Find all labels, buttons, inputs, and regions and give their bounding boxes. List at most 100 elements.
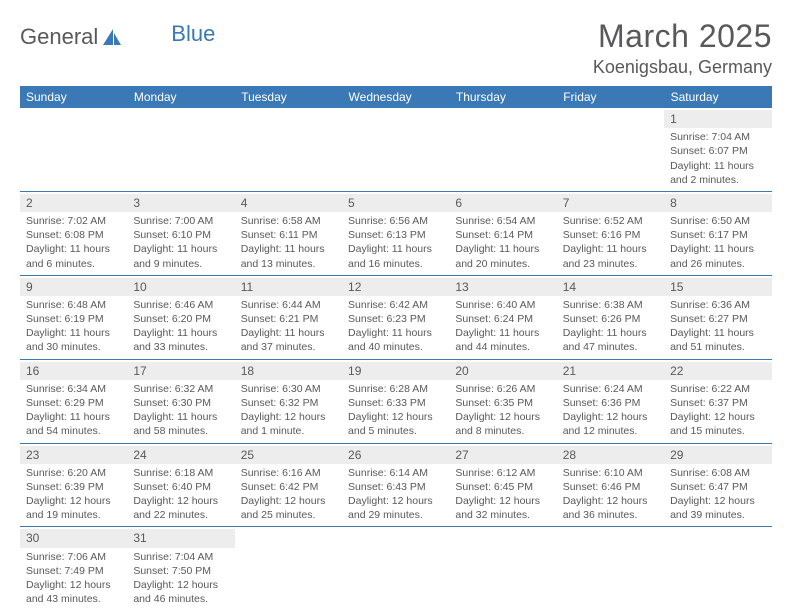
calendar-row: 23Sunrise: 6:20 AMSunset: 6:39 PMDayligh…	[20, 443, 772, 527]
calendar-cell	[20, 108, 127, 191]
calendar-cell: 15Sunrise: 6:36 AMSunset: 6:27 PMDayligh…	[664, 275, 771, 359]
calendar-body: 1Sunrise: 7:04 AMSunset: 6:07 PMDaylight…	[20, 108, 772, 610]
calendar-cell	[557, 527, 664, 610]
calendar-cell: 8Sunrise: 6:50 AMSunset: 6:17 PMDaylight…	[664, 191, 771, 275]
daylight-text: Daylight: 11 hours and 37 minutes.	[241, 326, 336, 354]
calendar-cell: 3Sunrise: 7:00 AMSunset: 6:10 PMDaylight…	[127, 191, 234, 275]
calendar-cell: 29Sunrise: 6:08 AMSunset: 6:47 PMDayligh…	[664, 443, 771, 527]
sunrise-text: Sunrise: 6:46 AM	[133, 298, 228, 312]
day-number: 27	[449, 446, 556, 464]
title-block: March 2025 Koenigsbau, Germany	[593, 18, 772, 78]
sunset-text: Sunset: 6:46 PM	[563, 480, 658, 494]
daylight-text: Daylight: 11 hours and 13 minutes.	[241, 242, 336, 270]
calendar-cell: 30Sunrise: 7:06 AMSunset: 7:49 PMDayligh…	[20, 527, 127, 610]
sunrise-text: Sunrise: 6:18 AM	[133, 466, 228, 480]
sunset-text: Sunset: 6:36 PM	[563, 396, 658, 410]
day-header: Saturday	[664, 86, 771, 108]
day-header: Tuesday	[235, 86, 342, 108]
day-number: 12	[342, 278, 449, 296]
day-header: Sunday	[20, 86, 127, 108]
sunrise-text: Sunrise: 6:30 AM	[241, 382, 336, 396]
calendar-cell: 27Sunrise: 6:12 AMSunset: 6:45 PMDayligh…	[449, 443, 556, 527]
calendar-cell	[557, 108, 664, 191]
calendar-cell: 5Sunrise: 6:56 AMSunset: 6:13 PMDaylight…	[342, 191, 449, 275]
sunrise-text: Sunrise: 6:40 AM	[455, 298, 550, 312]
calendar-cell	[235, 108, 342, 191]
day-number: 28	[557, 446, 664, 464]
day-header: Friday	[557, 86, 664, 108]
sail-icon	[101, 27, 123, 47]
day-number: 18	[235, 362, 342, 380]
sunrise-text: Sunrise: 6:08 AM	[670, 466, 765, 480]
day-number: 15	[664, 278, 771, 296]
sunset-text: Sunset: 6:08 PM	[26, 228, 121, 242]
daylight-text: Daylight: 11 hours and 33 minutes.	[133, 326, 228, 354]
day-number: 17	[127, 362, 234, 380]
day-number: 25	[235, 446, 342, 464]
daylight-text: Daylight: 12 hours and 12 minutes.	[563, 410, 658, 438]
day-number: 13	[449, 278, 556, 296]
sunrise-text: Sunrise: 6:56 AM	[348, 214, 443, 228]
daylight-text: Daylight: 12 hours and 39 minutes.	[670, 494, 765, 522]
sunset-text: Sunset: 6:47 PM	[670, 480, 765, 494]
sunset-text: Sunset: 6:19 PM	[26, 312, 121, 326]
day-number: 19	[342, 362, 449, 380]
calendar-cell: 1Sunrise: 7:04 AMSunset: 6:07 PMDaylight…	[664, 108, 771, 191]
daylight-text: Daylight: 11 hours and 2 minutes.	[670, 159, 765, 187]
calendar-cell	[235, 527, 342, 610]
sunset-text: Sunset: 6:37 PM	[670, 396, 765, 410]
day-number: 10	[127, 278, 234, 296]
calendar-cell: 22Sunrise: 6:22 AMSunset: 6:37 PMDayligh…	[664, 359, 771, 443]
sunset-text: Sunset: 6:24 PM	[455, 312, 550, 326]
calendar-cell	[449, 108, 556, 191]
sunset-text: Sunset: 6:33 PM	[348, 396, 443, 410]
brand-logo: General Blue	[20, 18, 215, 50]
daylight-text: Daylight: 11 hours and 44 minutes.	[455, 326, 550, 354]
daylight-text: Daylight: 11 hours and 58 minutes.	[133, 410, 228, 438]
sunrise-text: Sunrise: 6:16 AM	[241, 466, 336, 480]
sunrise-text: Sunrise: 6:22 AM	[670, 382, 765, 396]
calendar-cell: 9Sunrise: 6:48 AMSunset: 6:19 PMDaylight…	[20, 275, 127, 359]
sunset-text: Sunset: 6:29 PM	[26, 396, 121, 410]
sunset-text: Sunset: 6:32 PM	[241, 396, 336, 410]
sunset-text: Sunset: 6:17 PM	[670, 228, 765, 242]
sunset-text: Sunset: 6:10 PM	[133, 228, 228, 242]
sunset-text: Sunset: 6:42 PM	[241, 480, 336, 494]
day-header: Thursday	[449, 86, 556, 108]
brand-part2: Blue	[171, 21, 215, 47]
calendar-row: 30Sunrise: 7:06 AMSunset: 7:49 PMDayligh…	[20, 527, 772, 610]
calendar-cell: 6Sunrise: 6:54 AMSunset: 6:14 PMDaylight…	[449, 191, 556, 275]
sunset-text: Sunset: 6:21 PM	[241, 312, 336, 326]
brand-part1: General	[20, 24, 98, 50]
sunset-text: Sunset: 6:23 PM	[348, 312, 443, 326]
day-header: Monday	[127, 86, 234, 108]
daylight-text: Daylight: 11 hours and 9 minutes.	[133, 242, 228, 270]
daylight-text: Daylight: 11 hours and 51 minutes.	[670, 326, 765, 354]
calendar-cell: 28Sunrise: 6:10 AMSunset: 6:46 PMDayligh…	[557, 443, 664, 527]
day-number: 9	[20, 278, 127, 296]
day-number: 11	[235, 278, 342, 296]
calendar-cell: 25Sunrise: 6:16 AMSunset: 6:42 PMDayligh…	[235, 443, 342, 527]
daylight-text: Daylight: 12 hours and 19 minutes.	[26, 494, 121, 522]
sunset-text: Sunset: 6:40 PM	[133, 480, 228, 494]
sunset-text: Sunset: 6:35 PM	[455, 396, 550, 410]
calendar-cell	[127, 108, 234, 191]
daylight-text: Daylight: 11 hours and 40 minutes.	[348, 326, 443, 354]
month-title: March 2025	[593, 18, 772, 55]
day-number: 26	[342, 446, 449, 464]
calendar-cell: 16Sunrise: 6:34 AMSunset: 6:29 PMDayligh…	[20, 359, 127, 443]
sunrise-text: Sunrise: 6:34 AM	[26, 382, 121, 396]
sunset-text: Sunset: 6:13 PM	[348, 228, 443, 242]
calendar-cell: 26Sunrise: 6:14 AMSunset: 6:43 PMDayligh…	[342, 443, 449, 527]
day-number: 30	[20, 529, 127, 547]
sunset-text: Sunset: 6:11 PM	[241, 228, 336, 242]
sunrise-text: Sunrise: 6:44 AM	[241, 298, 336, 312]
sunrise-text: Sunrise: 6:42 AM	[348, 298, 443, 312]
day-number: 8	[664, 194, 771, 212]
location: Koenigsbau, Germany	[593, 57, 772, 78]
daylight-text: Daylight: 12 hours and 22 minutes.	[133, 494, 228, 522]
daylight-text: Daylight: 12 hours and 8 minutes.	[455, 410, 550, 438]
sunrise-text: Sunrise: 6:54 AM	[455, 214, 550, 228]
daylight-text: Daylight: 12 hours and 43 minutes.	[26, 578, 121, 606]
day-number: 3	[127, 194, 234, 212]
